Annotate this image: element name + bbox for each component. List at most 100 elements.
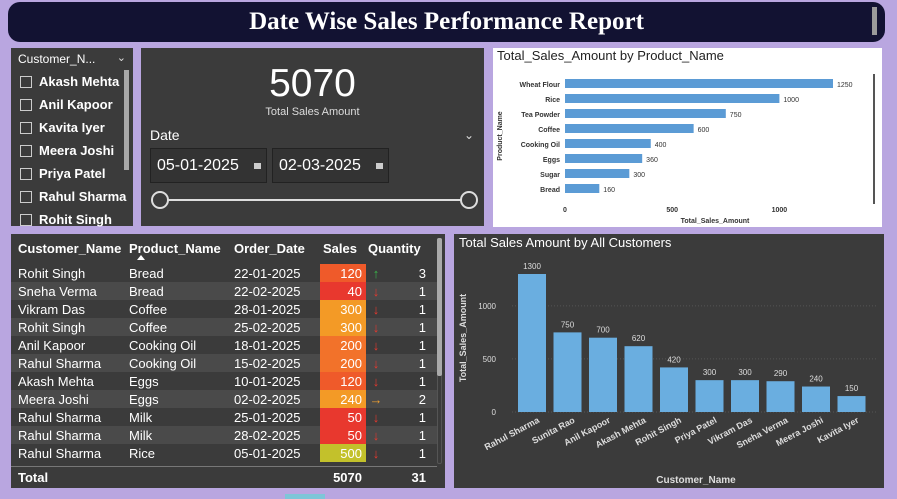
bar xyxy=(731,380,759,412)
data-label: 1000 xyxy=(783,97,799,104)
cell-order-date: 18-01-2025 xyxy=(234,337,301,353)
chevron-down-icon[interactable]: ⌄ xyxy=(463,128,474,142)
slicer-scrollbar[interactable] xyxy=(124,70,129,170)
table-total-row: Total 5070 31 xyxy=(11,466,437,487)
column-header-sales[interactable]: Sales xyxy=(323,240,357,256)
data-label: 240 xyxy=(809,375,823,384)
cell-product: Coffee xyxy=(129,301,168,317)
bar xyxy=(565,124,694,133)
checkbox[interactable] xyxy=(20,121,32,134)
table-scrollbar[interactable] xyxy=(437,238,442,376)
trend-arrow-icon: ↓ xyxy=(372,409,380,425)
column-header-customer[interactable]: Customer_Name xyxy=(18,240,122,256)
cell-order-date: 22-01-2025 xyxy=(234,265,301,281)
bar xyxy=(766,381,795,412)
start-date-input[interactable]: 05-01-2025 xyxy=(150,148,267,183)
slicer-item[interactable]: Meera Joshi xyxy=(20,139,126,162)
table-row[interactable]: Rohit Singh Bread 22-01-2025 120 ↑ 3 xyxy=(11,264,437,282)
cell-sales: 240 xyxy=(320,390,366,408)
data-label: 360 xyxy=(646,157,658,164)
cell-order-date: 02-02-2025 xyxy=(234,391,301,407)
calendar-icon[interactable] xyxy=(254,163,261,169)
cell-order-date: 28-02-2025 xyxy=(234,427,301,443)
checkbox[interactable] xyxy=(20,190,32,203)
cell-customer: Rohit Singh xyxy=(18,265,86,281)
sort-ascending-icon[interactable] xyxy=(137,255,145,260)
cell-customer: Vikram Das xyxy=(18,301,85,317)
table-row[interactable]: Akash Mehta Eggs 10-01-2025 120 ↓ 1 xyxy=(11,372,437,390)
cell-order-date: 05-01-2025 xyxy=(234,445,301,461)
date-slider-track[interactable] xyxy=(160,199,470,201)
cell-quantity: 1 xyxy=(418,337,426,353)
slicer-item-label: Anil Kapoor xyxy=(39,97,113,112)
column-header-product[interactable]: Product_Name xyxy=(129,240,221,256)
slicer-item[interactable]: Anil Kapoor xyxy=(20,93,126,116)
table-row[interactable]: Rahul Sharma Milk 25-01-2025 50 ↓ 1 xyxy=(11,408,437,426)
tick-label: 1000 xyxy=(478,302,496,311)
category-label: Eggs xyxy=(543,157,560,164)
cell-product: Milk xyxy=(129,409,153,425)
date-slider-end-handle[interactable] xyxy=(460,191,478,209)
bar xyxy=(565,139,651,148)
slicer-item[interactable]: Priya Patel xyxy=(20,162,126,185)
cell-product: Rice xyxy=(129,445,156,461)
x-axis-title: Customer_Name xyxy=(656,475,736,486)
cell-product: Eggs xyxy=(129,391,159,407)
column-header-order-date[interactable]: Order_Date xyxy=(234,240,305,256)
bar xyxy=(695,380,724,412)
slicer-item[interactable]: Kavita Iyer xyxy=(20,116,126,139)
table-row[interactable]: Rahul Sharma Milk 28-02-2025 50 ↓ 1 xyxy=(11,426,437,444)
table-row[interactable]: Anil Kapoor Cooking Oil 18-01-2025 200 ↓ 1 xyxy=(11,336,437,354)
table-row[interactable]: Sneha Verma Bread 22-02-2025 40 ↓ 1 xyxy=(11,282,437,300)
cell-quantity: 1 xyxy=(418,301,426,317)
table-row[interactable]: Rohit Singh Coffee 25-02-2025 300 ↓ 1 xyxy=(11,318,437,336)
trend-arrow-icon: ↓ xyxy=(372,445,380,461)
calendar-icon[interactable] xyxy=(376,163,383,169)
cell-sales: 300 xyxy=(320,300,366,318)
column-header-quantity[interactable]: Quantity xyxy=(368,240,421,256)
bar xyxy=(565,94,780,103)
date-slider-start-handle[interactable] xyxy=(151,191,169,209)
checkbox[interactable] xyxy=(20,167,32,180)
category-label: Sugar xyxy=(540,172,560,179)
cell-order-date: 22-02-2025 xyxy=(234,283,301,299)
end-date-value: 02-03-2025 xyxy=(279,156,361,174)
cell-customer: Rahul Sharma xyxy=(18,445,102,461)
data-label: 600 xyxy=(698,127,710,134)
cell-sales: 500 xyxy=(320,444,366,462)
tick-label: 500 xyxy=(666,207,678,214)
bar xyxy=(518,274,546,412)
data-label: 1300 xyxy=(523,262,541,271)
slicer-item-label: Priya Patel xyxy=(39,166,106,181)
slicer-item-label: Meera Joshi xyxy=(39,143,115,158)
checkbox[interactable] xyxy=(20,98,32,111)
cell-product: Bread xyxy=(129,265,164,281)
checkbox[interactable] xyxy=(20,213,32,226)
table-row[interactable]: Vikram Das Coffee 28-01-2025 300 ↓ 1 xyxy=(11,300,437,318)
end-date-input[interactable]: 02-03-2025 xyxy=(272,148,389,183)
chart-scrollbar xyxy=(873,74,875,204)
table-row[interactable]: Rahul Sharma Rice 05-01-2025 500 ↓ 1 xyxy=(11,444,437,462)
header-scrollbar[interactable] xyxy=(872,7,877,35)
checkbox[interactable] xyxy=(20,144,32,157)
data-label: 750 xyxy=(730,112,742,119)
trend-arrow-icon: → xyxy=(369,391,383,407)
checkbox[interactable] xyxy=(20,75,32,88)
product-chart-plot: Wheat Flour 1250 Rice 1000 Tea Powder 750 Coff… xyxy=(497,74,875,225)
slicer-header[interactable]: Customer_N... xyxy=(18,52,96,66)
table-row[interactable]: Meera Joshi Eggs 02-02-2025 240 → 2 xyxy=(11,390,437,408)
table-row[interactable]: Rahul Sharma Cooking Oil 15-02-2025 200 ↓ 1 xyxy=(11,354,437,372)
cell-sales: 120 xyxy=(320,372,366,390)
page-scroll-indicator[interactable] xyxy=(285,494,325,499)
slicer-item[interactable]: Rohit Singh xyxy=(20,208,126,231)
date-filter-label: Date xyxy=(150,127,180,143)
chevron-down-icon[interactable]: ⌄ xyxy=(116,52,126,64)
cell-order-date: 15-02-2025 xyxy=(234,355,301,371)
cell-order-date: 28-01-2025 xyxy=(234,301,301,317)
slicer-item-label: Akash Mehta xyxy=(39,74,120,89)
slicer-item[interactable]: Akash Mehta xyxy=(20,70,126,93)
cell-sales: 40 xyxy=(320,282,366,300)
cell-sales: 300 xyxy=(320,318,366,336)
kpi-value: 5070 xyxy=(269,62,356,105)
slicer-item[interactable]: Rahul Sharma xyxy=(20,185,126,208)
